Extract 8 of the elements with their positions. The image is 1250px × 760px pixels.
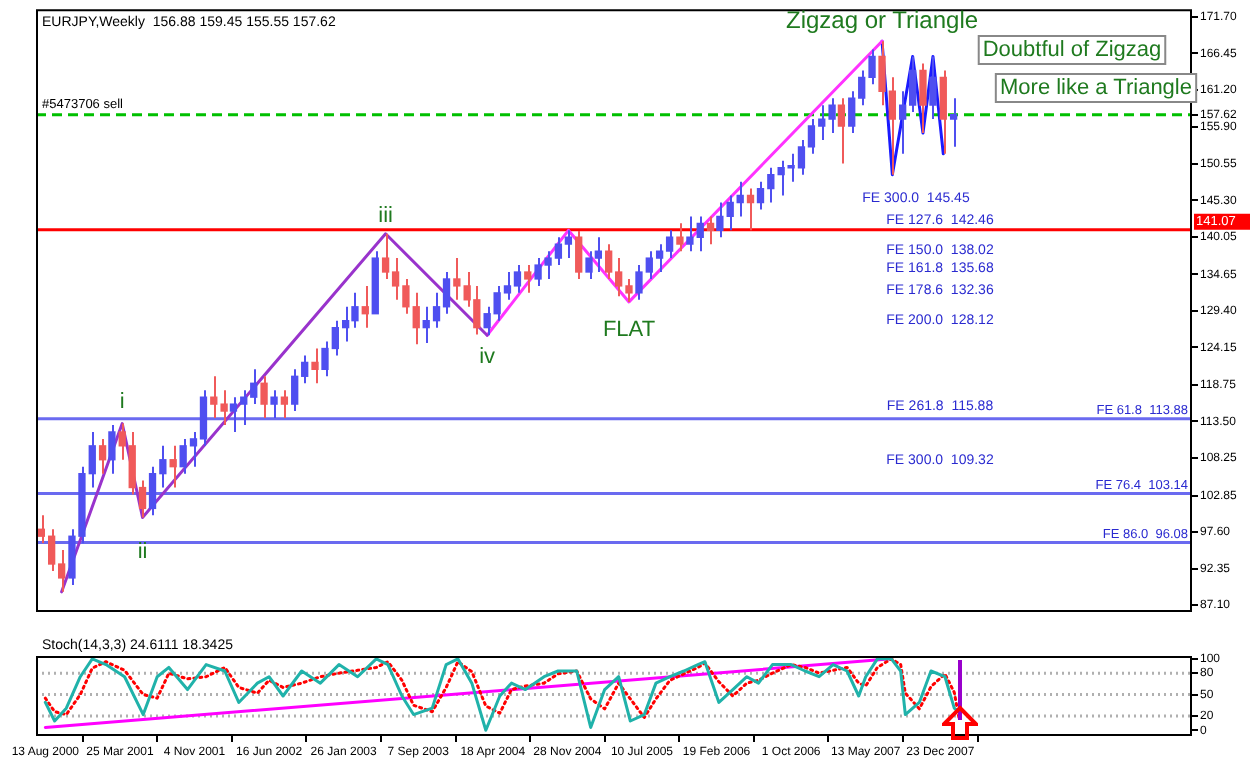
annotation: iii	[378, 203, 393, 228]
annotation: ii	[137, 539, 148, 564]
annotation: i	[119, 389, 125, 414]
annotation: Doubtful of Zigzag	[982, 38, 1162, 63]
annotation: Zigzag or Triangle	[785, 5, 979, 34]
annotation: FLAT	[602, 317, 656, 342]
annotation: More like a Triangle	[1000, 76, 1192, 101]
annotation: iv	[479, 345, 497, 370]
